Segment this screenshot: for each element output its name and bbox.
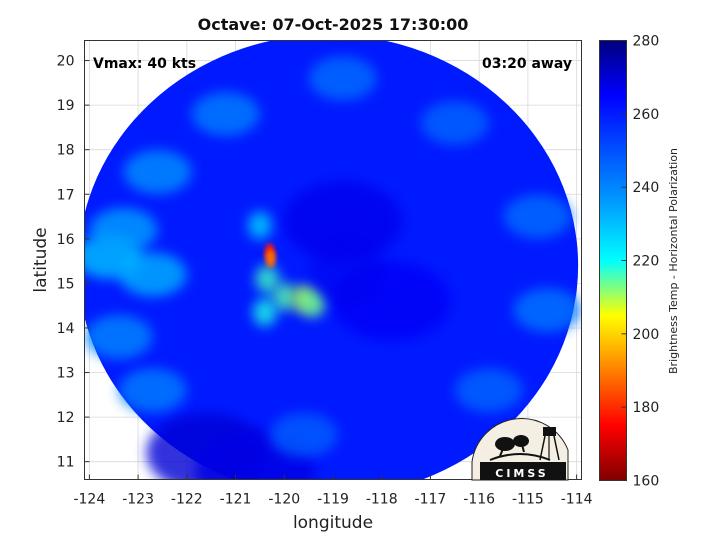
y-tick-label: 16 — [57, 232, 75, 248]
x-tick-label: -119 — [317, 492, 349, 508]
colorbar-tick-label: 200 — [633, 327, 660, 343]
x-tick-label: -124 — [73, 492, 105, 508]
x-tick-label: -120 — [268, 492, 300, 508]
swath-feature-warm-band — [272, 282, 297, 311]
y-axis-label: latitude — [31, 227, 51, 292]
chart-title: Octave: 07-Oct-2025 17:30:00 — [198, 15, 469, 34]
x-tick-label: -118 — [366, 492, 398, 508]
swath-feature-outer-band — [84, 314, 153, 359]
colorbar-label: Brightness Temp - Horizontal Polarizatio… — [667, 148, 680, 374]
swath-feature-outer-band — [123, 149, 192, 194]
y-tick-label: 11 — [57, 455, 75, 471]
swath-feature-outer-band — [308, 56, 377, 101]
y-tick-label: 18 — [57, 143, 75, 159]
swath-feature-cold-region — [282, 181, 403, 262]
swath-feature-outer-band — [191, 92, 260, 137]
swath-feature-warm-band — [247, 211, 272, 240]
swath-feature-warm-band — [301, 289, 326, 318]
y-tick-label: 12 — [57, 410, 75, 426]
x-tick-label: -123 — [122, 492, 154, 508]
x-tick-label: -122 — [171, 492, 203, 508]
swath-feature-outer-band — [118, 252, 187, 297]
swath-feature-outer-band — [118, 368, 187, 413]
x-tick-label: -114 — [561, 492, 593, 508]
swath-feature-outer-band — [269, 412, 338, 457]
y-tick-label: 20 — [57, 54, 75, 70]
x-tick-label: -121 — [220, 492, 252, 508]
y-axis: 11 12 13 14 15 16 17 18 19 20 — [57, 54, 90, 471]
colorbar-tick-label: 220 — [633, 254, 660, 270]
x-tick-label: -116 — [463, 492, 495, 508]
x-axis: -124 -123 -122 -121 -120 -119 -118 -117 -116 -115… — [73, 474, 593, 508]
swath-feature-warm-band — [252, 298, 277, 327]
vmax-annotation: Vmax: 40 kts — [93, 56, 196, 72]
swath-feature-outer-band — [420, 100, 489, 145]
colorbar-ticks: 160 180 200 220 240 260 280 — [621, 34, 660, 490]
swath-layer — [84, 40, 582, 480]
swath-feature-outer-band — [503, 194, 572, 239]
colorbar: 160 180 200 220 240 260 280 Brightness Temp - … — [599, 34, 680, 490]
x-axis-label: longitude — [293, 513, 373, 533]
colorbar-tick-label: 280 — [633, 34, 660, 50]
time-away-annotation: 03:20 away — [482, 56, 572, 72]
swath-feature-outer-band — [89, 207, 158, 252]
logo-text: CIMSS — [495, 467, 548, 480]
swath-feature-outer-band — [454, 368, 523, 413]
y-tick-label: 19 — [57, 98, 75, 114]
y-tick-label: 15 — [57, 276, 75, 292]
y-tick-label: 13 — [57, 366, 75, 382]
colorbar-tick-label: 240 — [633, 180, 660, 196]
swath-feature-outer-band — [513, 288, 582, 333]
y-tick-label: 14 — [57, 321, 75, 337]
x-tick-label: -115 — [512, 492, 544, 508]
colorbar-tick-label: 180 — [633, 400, 660, 416]
swath-feature-warm-band — [255, 264, 280, 293]
y-tick-label: 17 — [57, 187, 75, 203]
swath-image — [84, 40, 582, 480]
cimss-logo: CIMSS — [471, 418, 569, 481]
x-tick-label: -117 — [415, 492, 447, 508]
colorbar-tick-label: 160 — [633, 474, 660, 490]
colorbar-tick-label: 260 — [633, 107, 660, 123]
storm-eye — [309, 234, 386, 307]
swath-feature-convective-core — [265, 249, 276, 268]
